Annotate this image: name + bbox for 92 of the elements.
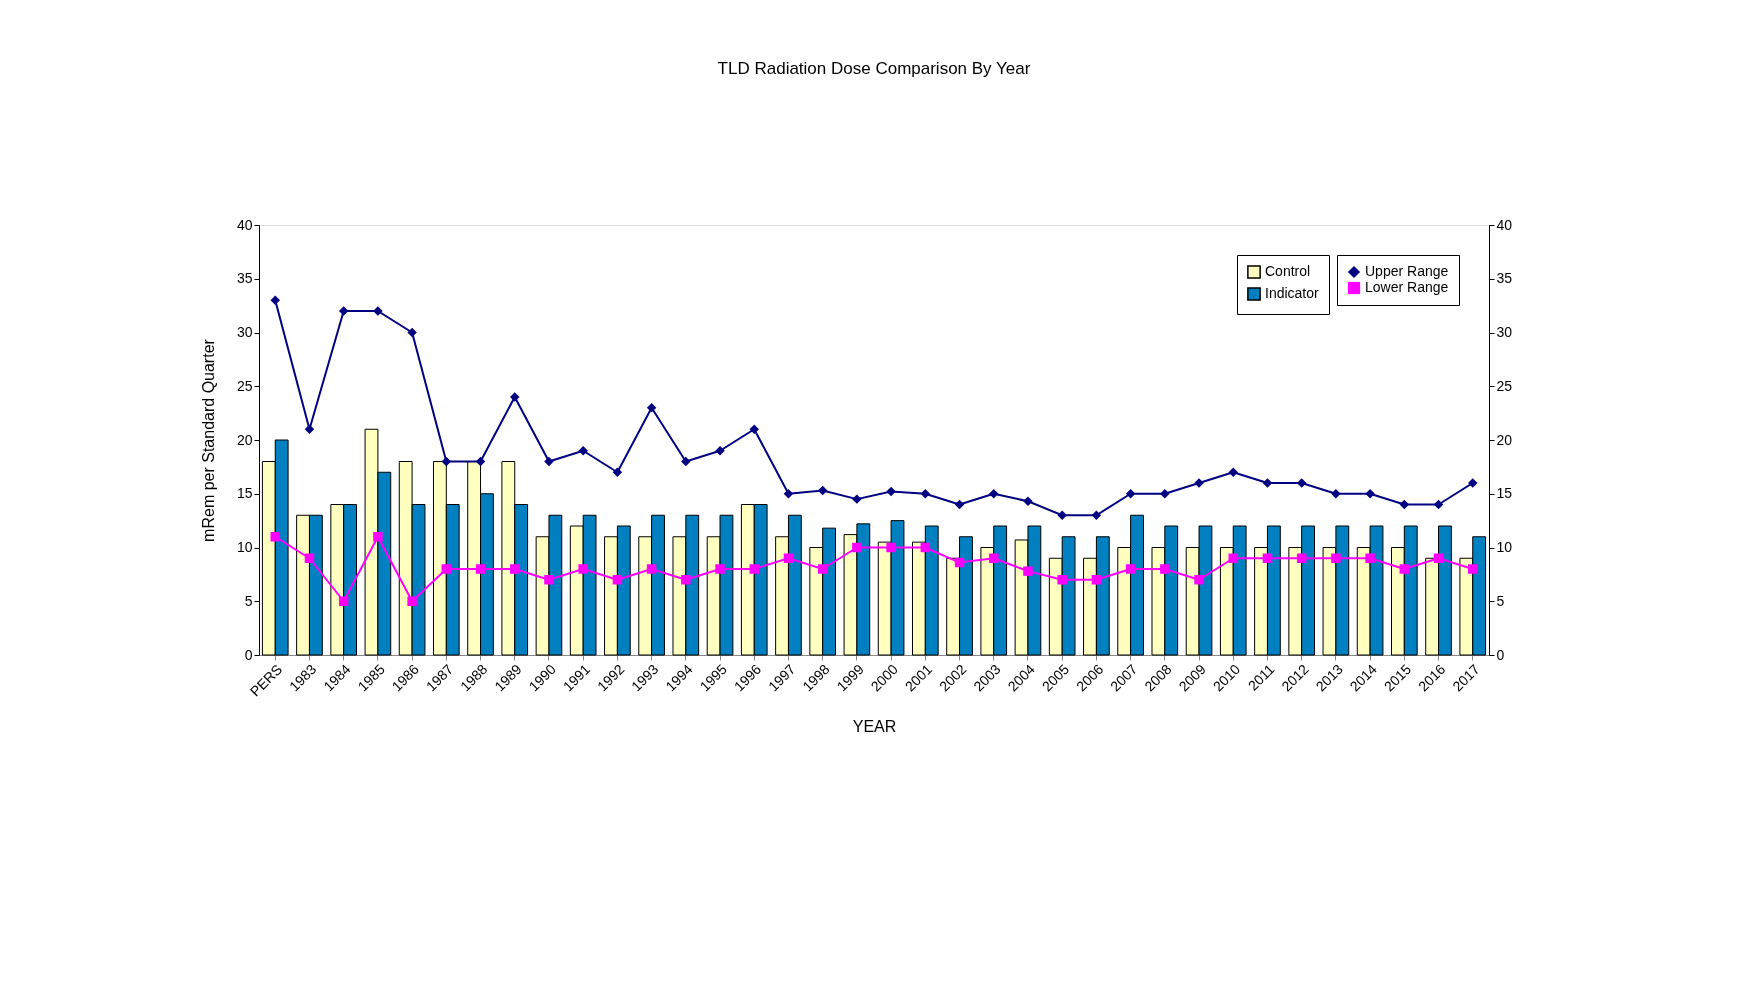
point [715,564,725,574]
y-tick-label: 40 [236,216,253,233]
point [681,575,691,585]
point [646,564,657,574]
point [578,446,588,456]
point [270,295,280,305]
y-tick-label: 5 [244,592,253,609]
point [1091,510,1102,520]
y-tick-label: 10 [236,539,253,555]
y2-tick-label: 25 [1496,377,1513,394]
y2-tick-label: 20 [1496,431,1513,448]
point [304,553,315,563]
point [304,424,315,434]
point [1228,553,1238,563]
point [338,306,349,316]
legend-label: Lower Range [1365,279,1449,295]
y2-tick-label: 40 [1496,216,1513,233]
point [1296,553,1307,563]
point [1194,575,1204,585]
point [1160,489,1170,499]
y-tick-label: 0 [244,646,253,663]
point [886,542,896,553]
point [1228,467,1238,477]
y-tick-label: 35 [236,270,253,287]
y-axis-title: mRem per Standard Quarter [199,338,217,542]
point [441,456,452,467]
y2-tick-label: 15 [1496,485,1513,502]
y-tick-label: 25 [236,377,253,394]
point [1468,478,1478,488]
point [920,489,931,499]
point [1433,553,1444,563]
point [749,424,759,434]
point [749,564,759,574]
point [1365,553,1375,563]
point [338,596,349,606]
point [681,456,691,467]
y2-tick-label: 5 [1496,592,1505,609]
point [612,467,623,477]
point [1331,553,1341,563]
point [989,489,999,499]
point [441,564,452,574]
point [852,542,862,553]
y2-tick-label: 35 [1496,270,1513,287]
point [1160,564,1170,574]
legend-label: Upper Range [1365,263,1449,279]
point [1091,575,1102,585]
point [646,403,657,413]
point [1023,566,1033,576]
point [715,446,725,456]
point [783,489,794,499]
point [920,542,931,553]
point [1262,478,1273,488]
point [475,456,486,467]
point [407,327,417,338]
y-tick-label: 15 [236,485,253,502]
x-axis-title: YEAR [852,718,897,736]
point [1125,564,1136,574]
point [475,564,486,574]
point [817,485,828,496]
point [783,553,794,563]
point [510,564,520,574]
point [954,557,965,568]
y2-tick-label: 0 [1496,646,1505,663]
y-tick-label: 30 [236,324,253,340]
point [1399,499,1410,510]
point [1023,496,1033,507]
point [1468,564,1478,574]
point [1125,489,1136,499]
point [989,553,999,563]
point [954,499,965,510]
point [1433,499,1444,510]
legend-label: Control [1265,263,1311,279]
legend-label: Indicator [1265,285,1320,301]
chart-title: TLD Radiation Dose Comparison By Year [717,59,1031,78]
y2-tick-label: 30 [1496,324,1513,340]
point [373,532,383,542]
point [544,456,554,467]
point [1331,489,1341,499]
point [578,564,588,574]
point [1399,564,1410,574]
point [886,486,896,497]
point [1262,553,1273,563]
point [1365,489,1375,499]
y2-tick-label: 10 [1496,539,1513,555]
point [1057,575,1067,585]
point [817,564,828,574]
point [270,532,280,542]
point [1057,510,1067,520]
point [612,575,623,585]
point [544,575,554,585]
point [407,596,417,606]
y-tick-label: 20 [236,431,253,448]
